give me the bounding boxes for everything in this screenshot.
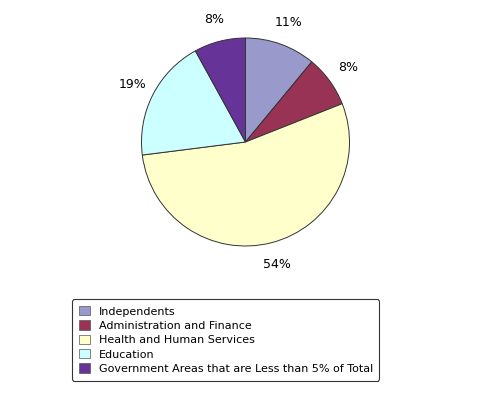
Text: 11%: 11% xyxy=(274,16,302,29)
Wedge shape xyxy=(141,51,246,155)
Wedge shape xyxy=(195,38,246,142)
Wedge shape xyxy=(142,104,350,246)
Text: 54%: 54% xyxy=(263,258,291,271)
Wedge shape xyxy=(246,38,312,142)
Legend: Independents, Administration and Finance, Health and Human Services, Education, : Independents, Administration and Finance… xyxy=(72,300,380,380)
Text: 8%: 8% xyxy=(204,13,224,26)
Wedge shape xyxy=(246,62,342,142)
Text: 8%: 8% xyxy=(338,61,358,74)
Text: 19%: 19% xyxy=(118,78,146,91)
